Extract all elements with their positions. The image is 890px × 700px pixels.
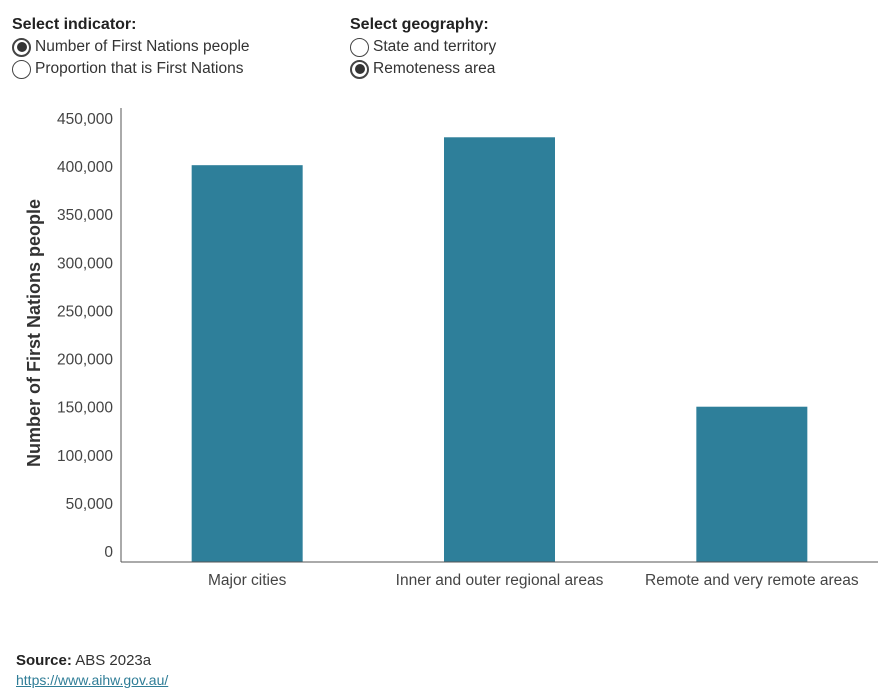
bar-chart: 0 50,000 100,000 150,000 200,000 250,000 300,0… bbox=[24, 108, 878, 589]
source-text: ABS 2023a bbox=[75, 652, 152, 669]
geography-remoteness-radio[interactable] bbox=[350, 59, 369, 79]
indicator-option-label: Number of First Nations people bbox=[35, 38, 250, 55]
x-tick-label: Inner and outer regional areas bbox=[396, 572, 604, 589]
y-tick-label: 400,000 bbox=[57, 159, 113, 176]
y-axis-ticks: 0 50,000 100,000 150,000 200,000 250,000 300,0… bbox=[57, 111, 113, 561]
y-tick-label: 50,000 bbox=[66, 496, 114, 513]
bars bbox=[191, 137, 808, 563]
geography-option-remoteness[interactable]: Remoteness area bbox=[350, 58, 670, 80]
geography-option-state[interactable]: State and territory bbox=[350, 36, 670, 58]
chart-footer: Source: ABS 2023a https://www.aihw.gov.a… bbox=[16, 652, 168, 688]
y-tick-label: 100,000 bbox=[57, 448, 113, 465]
x-tick-label: Remote and very remote areas bbox=[645, 572, 859, 589]
indicator-selector-title: Select indicator: bbox=[12, 16, 137, 33]
y-tick-label: 450,000 bbox=[57, 111, 113, 128]
indicator-selector: Select indicator: Number of First Nation… bbox=[12, 14, 332, 80]
bar[interactable] bbox=[191, 165, 303, 563]
geography-selector-title: Select geography: bbox=[350, 16, 489, 33]
geography-option-label: State and territory bbox=[373, 38, 497, 55]
x-axis-ticks: Major cities Inner and outer regional are… bbox=[208, 572, 859, 589]
indicator-proportion-radio[interactable] bbox=[12, 59, 31, 79]
source-link[interactable]: https://www.aihw.gov.au/ bbox=[16, 672, 169, 688]
x-tick-label: Major cities bbox=[208, 572, 287, 589]
geography-selector: Select geography: State and territory Re… bbox=[350, 14, 670, 80]
y-axis-label: Number of First Nations people bbox=[24, 199, 44, 467]
y-tick-label: 200,000 bbox=[57, 352, 113, 369]
y-tick-label: 300,000 bbox=[57, 255, 113, 272]
geography-option-label: Remoteness area bbox=[373, 60, 496, 77]
indicator-number-radio[interactable] bbox=[12, 37, 31, 57]
bar[interactable] bbox=[696, 406, 808, 562]
indicator-option-number[interactable]: Number of First Nations people bbox=[12, 36, 332, 58]
y-tick-label: 150,000 bbox=[57, 400, 113, 417]
source-label: Source: bbox=[16, 652, 72, 669]
y-tick-label: 350,000 bbox=[57, 207, 113, 224]
indicator-option-proportion[interactable]: Proportion that is First Nations bbox=[12, 58, 332, 80]
y-tick-label: 0 bbox=[104, 544, 113, 561]
indicator-option-label: Proportion that is First Nations bbox=[35, 60, 244, 77]
bar[interactable] bbox=[444, 137, 555, 562]
source-line: Source: ABS 2023a bbox=[16, 652, 168, 669]
y-tick-label: 250,000 bbox=[57, 303, 113, 320]
geography-state-radio[interactable] bbox=[350, 37, 369, 57]
